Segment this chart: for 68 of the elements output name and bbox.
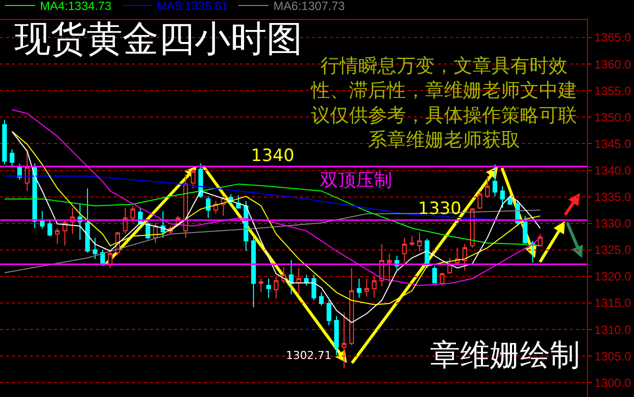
candlestick — [190, 168, 196, 189]
candlestick — [274, 276, 278, 300]
candlestick — [410, 236, 414, 246]
candlestick — [10, 149, 14, 168]
y-tick-label: 1315.0 — [594, 296, 632, 310]
annotation: 双顶压制 — [320, 170, 392, 191]
candlestick — [47, 220, 52, 237]
y-tick-label: 1310.0 — [594, 322, 632, 337]
candlestick — [251, 237, 256, 308]
candlestick — [319, 292, 324, 306]
candlestick — [372, 276, 377, 298]
y-tick-label: 1345.0 — [594, 136, 632, 151]
candlestick — [485, 176, 490, 198]
candlestick — [326, 300, 332, 326]
candlestick — [349, 267, 354, 346]
candlestick — [54, 228, 60, 245]
candlestick — [364, 278, 370, 298]
y-tick-label: 1300.0 — [594, 376, 632, 390]
candlestick — [342, 312, 346, 369]
candlestick — [334, 316, 339, 356]
candlestick — [447, 257, 452, 274]
candlestick — [62, 220, 68, 246]
candlestick — [386, 253, 392, 286]
y-tick-label: 1355.0 — [594, 84, 632, 98]
candlestick — [508, 194, 512, 205]
candlestick — [500, 186, 505, 208]
annotation: 1340 — [251, 146, 294, 166]
legend-label: MA5:1335.61 — [156, 0, 228, 14]
candlestick — [312, 274, 316, 301]
candlestick — [266, 278, 271, 298]
y-tick-label: 1320.0 — [594, 270, 632, 284]
y-tick-label: 1335.0 — [594, 190, 632, 204]
y-tick-label: 1305.0 — [594, 349, 632, 364]
candlestick — [530, 240, 536, 264]
candlestick — [379, 244, 384, 288]
candlestick — [206, 196, 211, 219]
candlestick — [92, 237, 98, 260]
candlestick — [122, 207, 128, 234]
candlestick — [492, 164, 498, 197]
candlestick — [160, 210, 166, 238]
candlestick — [296, 267, 302, 294]
annotation: 行情瞬息万变，文章具有时效性、滞后性，章维姗老师文中建议仅供参考，具体操作策略可联系章维姗老师获取 — [310, 55, 577, 152]
candlestick — [522, 215, 528, 244]
y-tick-label: 1350.0 — [594, 110, 632, 124]
y-tick-label: 1325.0 — [594, 243, 632, 258]
candlestick — [2, 119, 7, 165]
annotation: 1302.71 — [286, 349, 332, 362]
legend-label: MA4:1334.73 — [40, 0, 112, 14]
candlestick — [24, 149, 30, 192]
candlestick — [288, 260, 294, 296]
candlestick — [402, 237, 407, 264]
y-tick-label: 1340.0 — [594, 163, 632, 178]
annotation: 章维姗绘制 — [430, 338, 580, 373]
y-tick-label: 1330.0 — [594, 216, 632, 231]
annotation: 1330 — [418, 199, 462, 219]
candlestick — [40, 210, 45, 230]
y-tick-label: 1365.0 — [594, 30, 632, 45]
candlestick — [417, 232, 422, 252]
candlestick — [432, 265, 437, 284]
candlestick — [85, 188, 90, 254]
candlestick — [130, 205, 136, 222]
candlestick — [462, 244, 468, 272]
candlestick — [478, 190, 482, 210]
legend-label: MA6:1307.73 — [273, 0, 346, 14]
chart-title: 现货黄金四小时图 — [14, 19, 303, 60]
candlestick — [258, 278, 264, 293]
candlestick — [356, 278, 362, 298]
y-tick-label: 1360.0 — [594, 57, 632, 72]
